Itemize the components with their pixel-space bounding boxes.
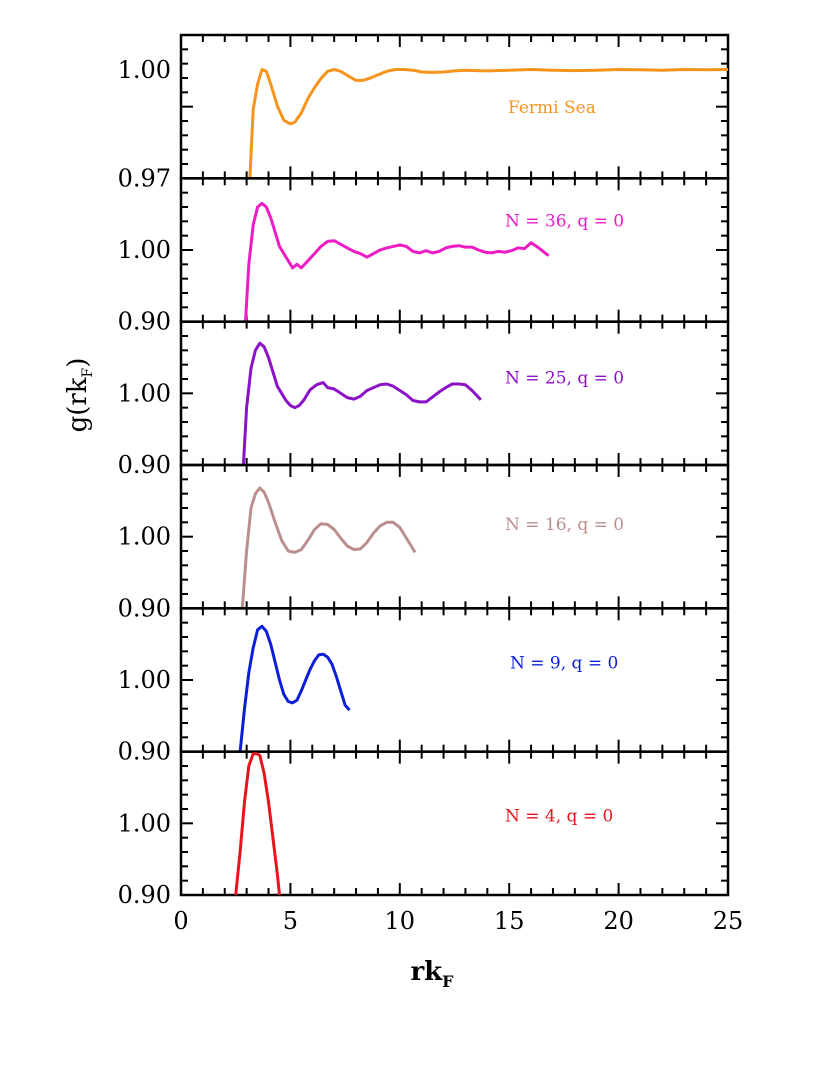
y-axis-title-main: g(rk xyxy=(63,377,93,432)
panel-0: 1.00 0.97 Fermi Sea xyxy=(118,33,730,192)
panel-frame xyxy=(179,177,730,323)
y-tick-label: 1.00 xyxy=(118,56,171,84)
series-label: N = 16, q = 0 xyxy=(505,515,624,535)
panel-3: 1.00 0.90 N = 16, q = 0 xyxy=(118,463,730,622)
panel-2: 1.00 0.90 N = 25, q = 0 xyxy=(118,320,730,479)
panel-1: 1.00 0.90 N = 36, q = 0 xyxy=(118,177,730,336)
panel-frame xyxy=(179,607,730,753)
series-label: Fermi Sea xyxy=(508,98,596,118)
y-tick-label: 1.00 xyxy=(118,379,171,407)
series-line xyxy=(238,624,351,752)
y-tick-label: 0.90 xyxy=(118,594,171,622)
series-line xyxy=(234,752,281,896)
panel-frame xyxy=(179,463,730,610)
x-tick-label: 20 xyxy=(603,907,634,935)
x-tick-label: 10 xyxy=(385,907,416,935)
x-tick-label: 5 xyxy=(283,907,298,935)
series-label: N = 36, q = 0 xyxy=(505,211,624,231)
series-label: N = 9, q = 0 xyxy=(510,653,618,673)
axis-titles: rkF g(rkF) xyxy=(63,358,454,991)
y-tick-label: 1.00 xyxy=(118,666,171,694)
x-tick-label: 15 xyxy=(494,907,525,935)
y-tick-label: 0.97 xyxy=(118,164,171,192)
series-label: N = 25, q = 0 xyxy=(505,369,624,389)
series-line xyxy=(248,68,729,179)
x-axis-title-main: rk xyxy=(410,957,443,987)
y-tick-label: 1.00 xyxy=(118,523,171,551)
y-tick-label: 1.00 xyxy=(118,236,171,264)
y-axis-title-close: ) xyxy=(63,358,93,368)
y-tick-label: 0.90 xyxy=(118,451,171,479)
series-line xyxy=(240,486,417,609)
y-axis-title-sub: F xyxy=(80,367,96,377)
y-tick-label: 0.90 xyxy=(118,881,171,909)
panel-frame xyxy=(179,33,730,180)
panel-4: 1.00 0.90 N = 9, q = 0 xyxy=(118,607,730,766)
series-line xyxy=(244,201,550,322)
y-tick-label: 0.90 xyxy=(118,738,171,766)
y-tick-label: 1.00 xyxy=(118,809,171,837)
series-line xyxy=(241,341,482,466)
y-axis-title: g(rkF) xyxy=(63,358,96,433)
series-label: N = 4, q = 0 xyxy=(505,807,613,827)
x-axis-title-sub: F xyxy=(442,972,454,991)
x-axis: 0 5 10 15 20 25 xyxy=(173,907,743,935)
x-tick-label: 0 xyxy=(173,907,188,935)
y-tick-label: 0.90 xyxy=(118,308,171,336)
panel-frame xyxy=(179,320,730,467)
x-tick-label: 25 xyxy=(713,907,744,935)
x-axis-title: rkF xyxy=(410,957,454,991)
panel-5: 1.00 0.90 N = 4, q = 0 xyxy=(118,750,730,909)
